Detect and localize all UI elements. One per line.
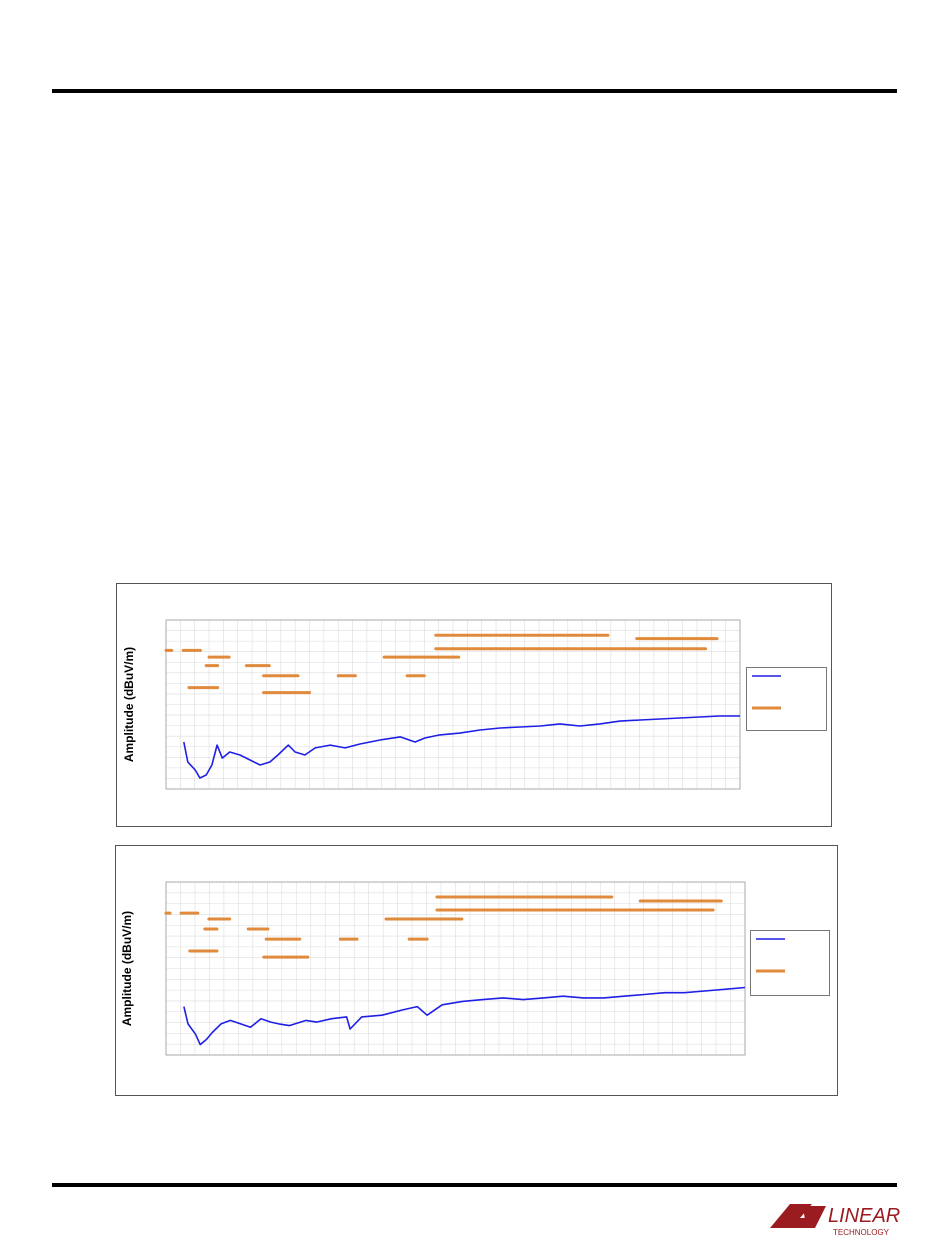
legend — [746, 667, 827, 731]
chart-frame — [115, 845, 838, 1096]
plot-area — [165, 881, 746, 1056]
emission-trace — [183, 986, 746, 1046]
header-rule — [52, 89, 897, 93]
legend — [750, 930, 830, 996]
logo-sub: TECHNOLOGY — [833, 1228, 890, 1237]
plot-area — [165, 619, 741, 790]
logo-mark — [770, 1204, 826, 1228]
logo-name: LINEAR — [828, 1205, 900, 1227]
footer-rule — [52, 1183, 897, 1187]
chart-frame — [116, 583, 832, 827]
y-axis-label: Amplitude (dBuV/m) — [122, 647, 136, 762]
y-axis-label: Amplitude (dBuV/m) — [120, 911, 134, 1026]
emission-trace — [183, 715, 740, 779]
